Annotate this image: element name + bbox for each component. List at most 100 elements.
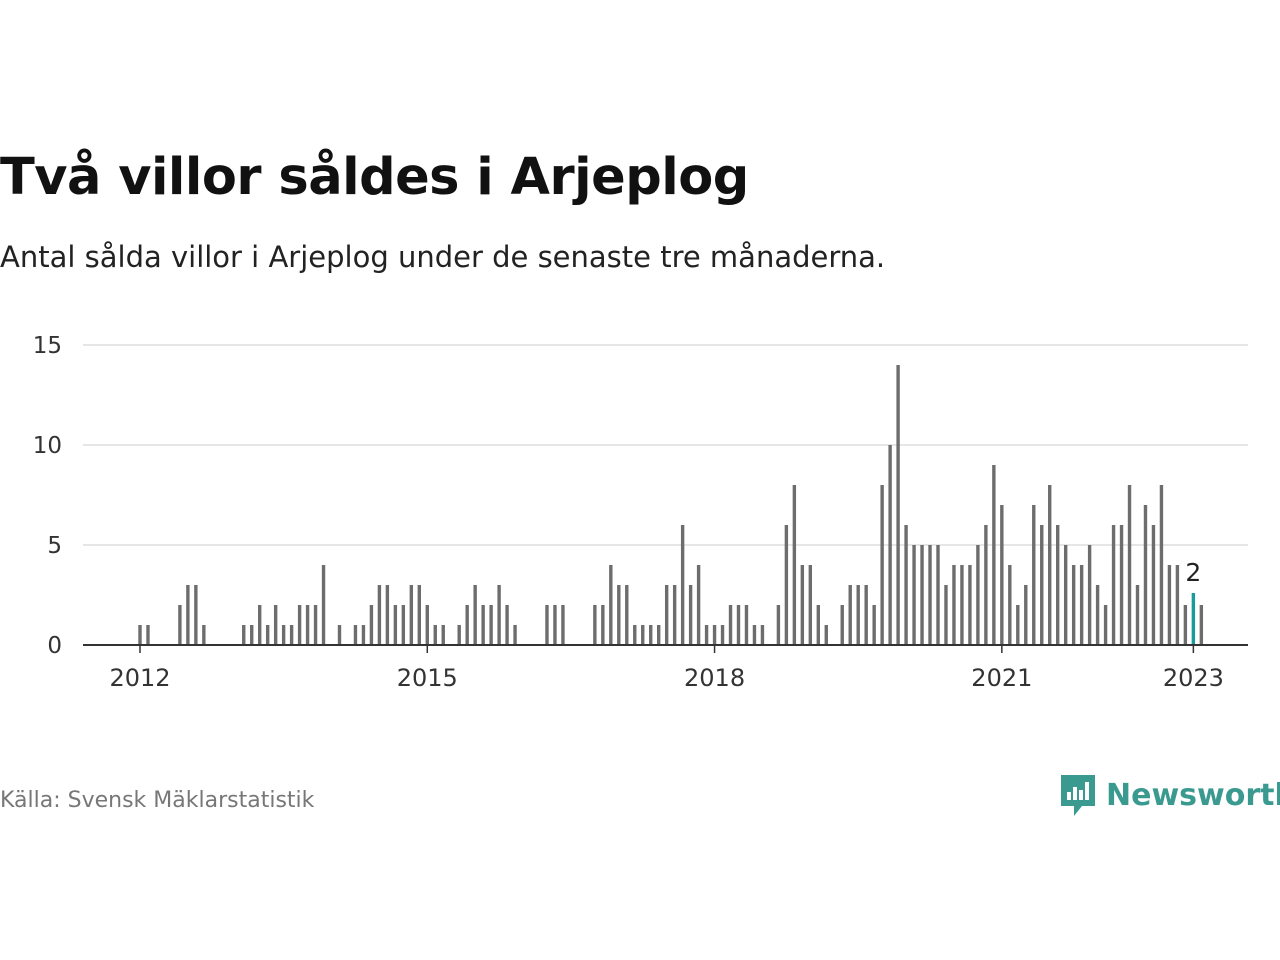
bar [1032,505,1036,645]
bar [617,585,621,645]
x-tick-label: 2021 [971,664,1032,692]
bar [808,565,813,645]
bar [1095,585,1100,645]
bar [250,625,254,645]
bar [393,605,398,645]
bar [513,625,517,645]
data-label-latest: 2 [1185,558,1201,587]
bar [720,625,725,645]
bar [856,585,860,645]
bar [505,605,509,645]
bar [1048,485,1052,645]
bar [369,605,374,645]
bar [481,605,485,645]
bar [361,625,366,645]
bar [864,585,868,645]
bar [936,545,940,645]
bar [1159,485,1164,645]
bar [1167,565,1172,645]
bar [337,625,342,645]
bar-series [138,365,1204,645]
bar [561,605,565,645]
bar [441,625,445,645]
bar [816,605,820,645]
bar [313,605,318,645]
brand-logo: Newsworthy [1058,772,1280,818]
bar [1079,565,1084,645]
bar [409,585,414,645]
bar [553,605,557,645]
bar [960,565,964,645]
bar [385,585,390,645]
bar [305,605,310,645]
bar [784,525,789,645]
bar [872,605,876,645]
bar [976,545,980,645]
bar [664,585,669,645]
bar [688,585,693,645]
bar [545,605,549,645]
bar [601,605,605,645]
bar [1151,525,1156,645]
bar [633,625,637,645]
bar [138,625,142,645]
gridlines [83,344,1248,546]
y-axis-ticks: 0 5 10 15 [33,333,62,659]
bar [880,485,884,645]
bar [744,605,749,645]
bar [242,625,246,645]
bar [704,625,709,645]
bar [944,585,948,645]
bar [1143,505,1148,645]
page-title: Två villor såldes i Arjeplog [0,148,749,207]
bar [457,625,461,645]
bar [696,565,701,645]
bar [1103,605,1108,645]
bar [194,585,198,645]
x-axis-ticks: 2012 2015 2018 2021 2023 [109,645,1224,692]
bar [417,585,421,645]
chart-subtitle: Antal sålda villor i Arjeplog under de s… [0,240,886,274]
bar [904,525,908,645]
bar [1127,485,1132,645]
bar [776,605,781,645]
bar [489,605,493,645]
bar [281,625,286,645]
bar-highlight [1191,593,1196,645]
bar [824,625,828,645]
bar [593,605,597,645]
bar [920,545,924,645]
x-tick-label: 2015 [397,664,458,692]
bar [473,585,477,645]
bar [752,625,757,645]
bar [178,605,182,645]
bar [1008,565,1012,645]
bar [1175,565,1180,645]
bar [728,605,733,645]
x-tick-label: 2023 [1163,664,1224,692]
bar [1183,605,1188,645]
bar [609,565,613,645]
y-tick-label: 5 [47,533,62,559]
bar [353,625,358,645]
bar [641,625,645,645]
bar [258,605,262,645]
newsworthy-logo-icon [1061,775,1095,816]
bar [680,525,685,645]
bar [649,625,653,645]
bar [968,565,972,645]
bar [433,625,437,645]
bar [289,625,294,645]
bar [186,585,190,645]
y-tick-label: 0 [47,633,62,659]
bar [1024,585,1028,645]
x-tick-label: 2018 [684,664,745,692]
bar [1071,565,1076,645]
bar [1135,585,1140,645]
bar [896,365,900,645]
bar [401,605,406,645]
bar [792,485,797,645]
bar [952,565,956,645]
bar [146,625,150,645]
bar [848,585,852,645]
